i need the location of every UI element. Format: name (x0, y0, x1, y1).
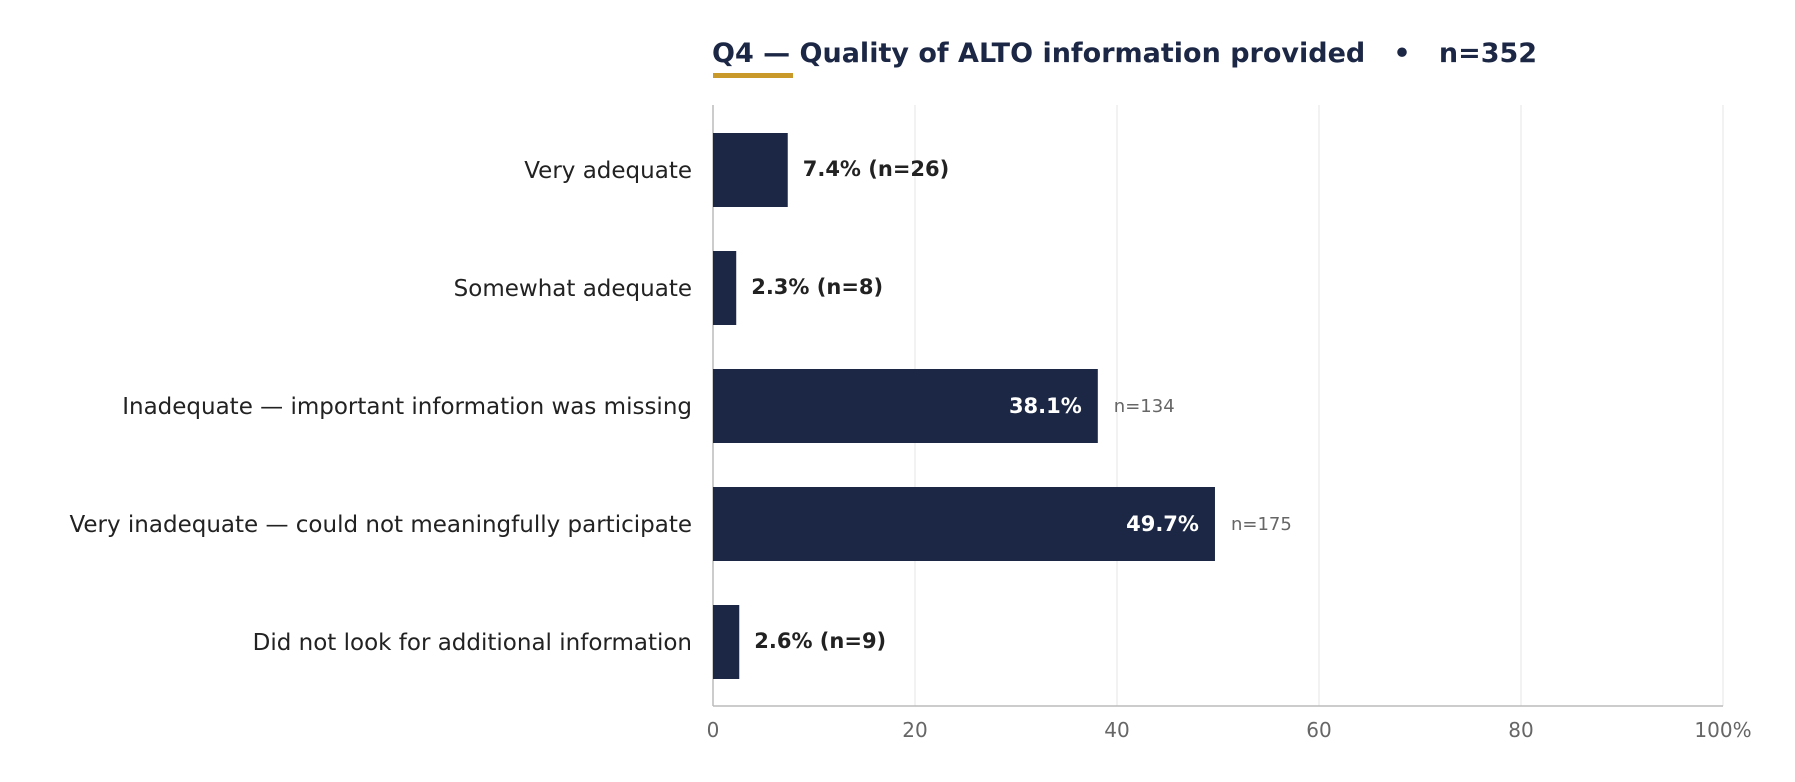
category-label: Very inadequate — could not meaningfully… (69, 512, 692, 538)
bar (713, 369, 1098, 443)
value-label: 49.7% (1126, 512, 1199, 536)
chart-title: Q4 — Quality of ALTO information provide… (712, 38, 1538, 69)
x-tick-label: 100% (1694, 718, 1751, 742)
bar (713, 605, 740, 679)
title-underline-accent (713, 73, 793, 78)
bar (713, 251, 737, 325)
x-tick-label: 20 (902, 718, 927, 742)
value-count-label: 7.4% (n=26) (803, 157, 950, 181)
bar (713, 133, 788, 207)
x-tick-label: 40 (1104, 718, 1129, 742)
axes: 0 20 40 60 80 100% (707, 105, 1752, 742)
category-label: Inadequate — important information was m… (122, 394, 692, 420)
value-label: 38.1% (1009, 394, 1082, 418)
count-label: n=175 (1231, 514, 1292, 535)
x-tick-label: 0 (707, 718, 720, 742)
count-label: n=134 (1114, 396, 1175, 417)
labels: Very adequate 7.4% (n=26) Somewhat adequat… (69, 157, 1291, 656)
category-label: Somewhat adequate (454, 276, 692, 302)
value-count-label: 2.6% (n=9) (754, 629, 886, 653)
value-count-label: 2.3% (n=8) (751, 275, 883, 299)
x-tick-label: 60 (1306, 718, 1331, 742)
category-label: Very adequate (524, 158, 692, 184)
bars (713, 133, 1215, 679)
x-tick-label: 80 (1508, 718, 1533, 742)
category-label: Did not look for additional information (253, 630, 692, 656)
bar (713, 487, 1215, 561)
